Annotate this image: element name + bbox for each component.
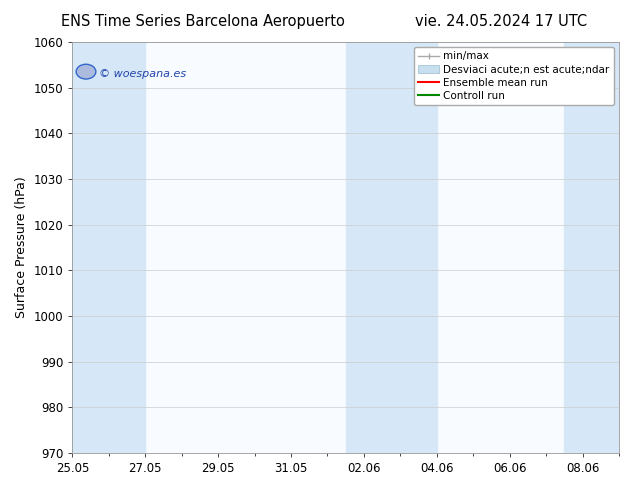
Text: © woespana.es: © woespana.es [98, 69, 186, 79]
Legend: min/max, Desviaci acute;n est acute;ndar, Ensemble mean run, Controll run: min/max, Desviaci acute;n est acute;ndar… [414, 47, 614, 105]
Bar [346, 42, 437, 453]
Circle shape [76, 64, 96, 79]
Text: vie. 24.05.2024 17 UTC: vie. 24.05.2024 17 UTC [415, 14, 587, 29]
Bar [564, 42, 619, 453]
Y-axis label: Surface Pressure (hPa): Surface Pressure (hPa) [15, 176, 28, 318]
Text: ENS Time Series Barcelona Aeropuerto: ENS Time Series Barcelona Aeropuerto [61, 14, 345, 29]
Bar [72, 42, 145, 453]
